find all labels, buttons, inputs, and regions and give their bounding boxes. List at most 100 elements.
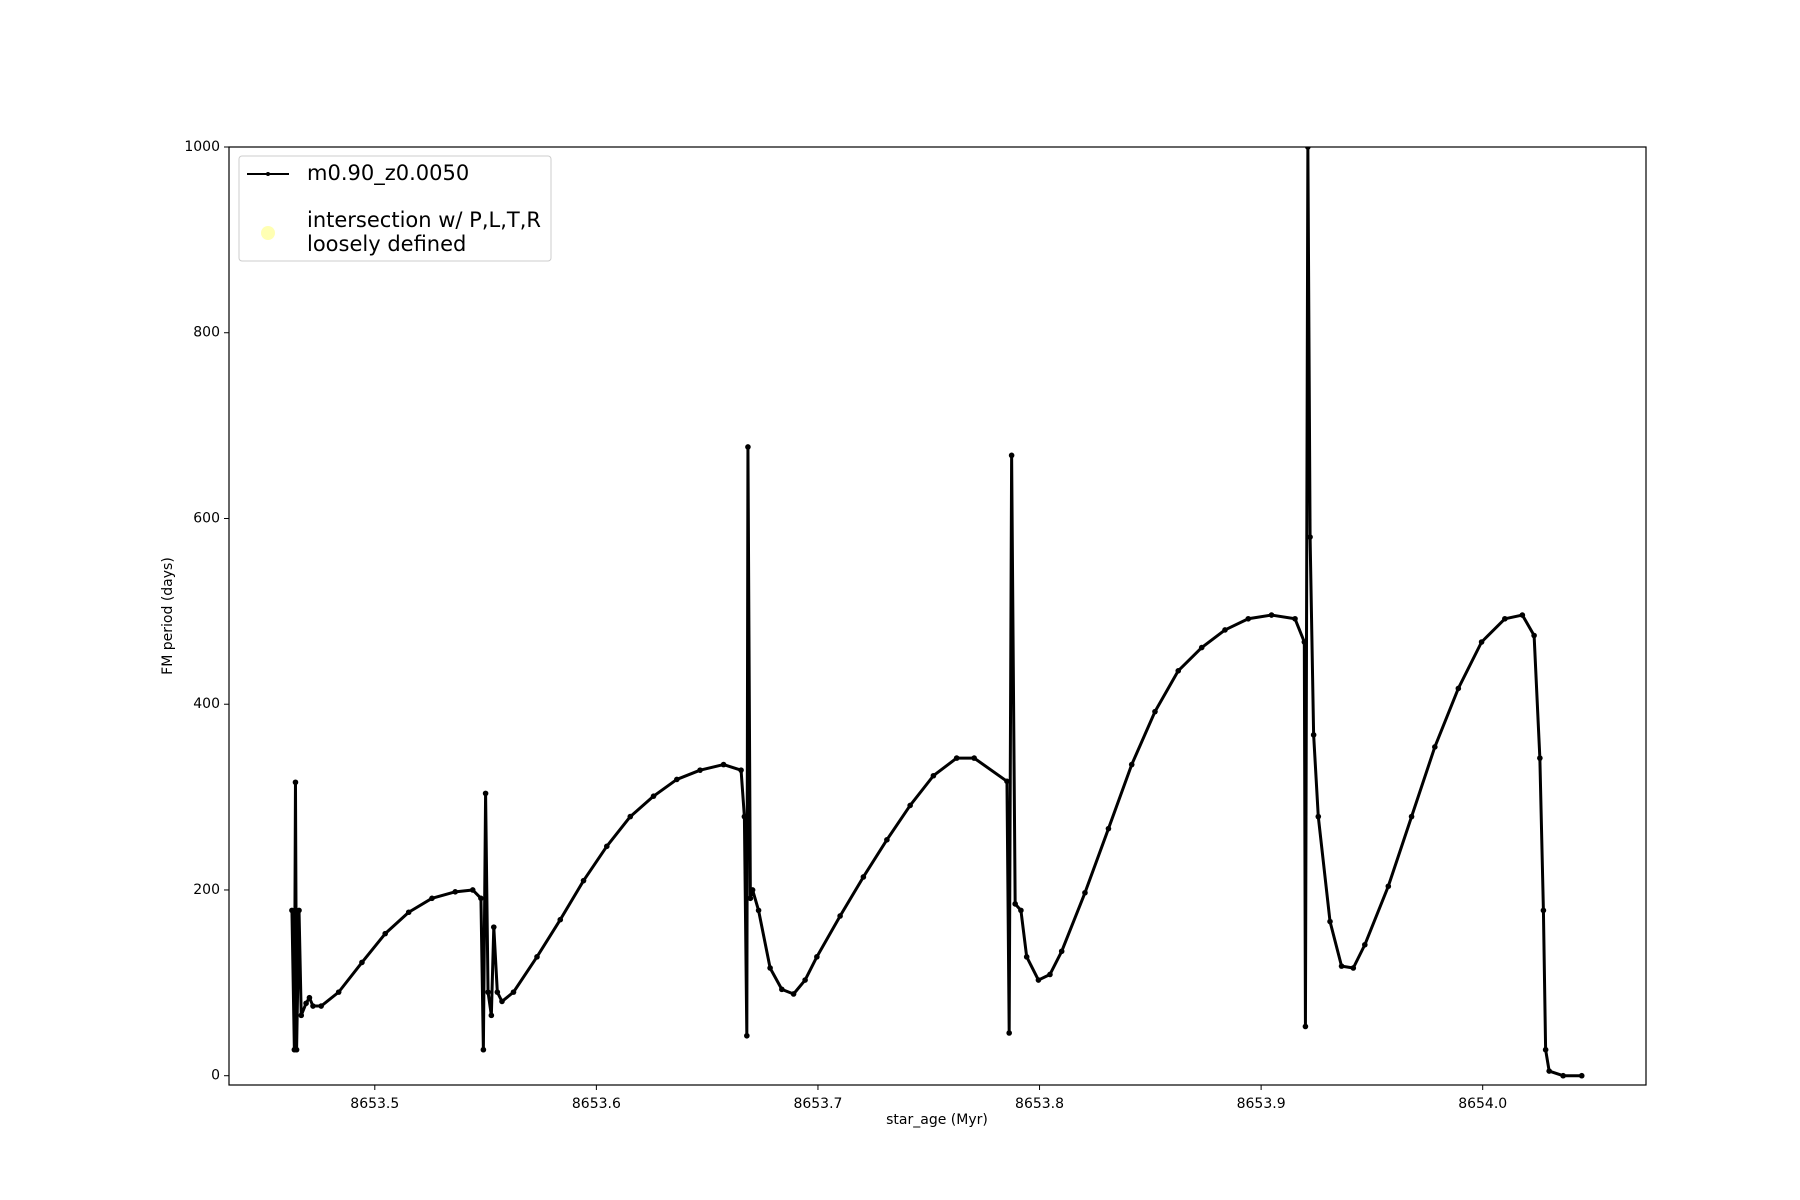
data-point bbox=[306, 994, 313, 1001]
data-point bbox=[1338, 963, 1345, 969]
data-point bbox=[310, 1003, 316, 1009]
data-point bbox=[749, 887, 756, 893]
data-point bbox=[1546, 1068, 1552, 1074]
data-point bbox=[293, 1046, 300, 1053]
data-point bbox=[971, 755, 977, 761]
data-point bbox=[1385, 883, 1392, 890]
data-point bbox=[1560, 1072, 1566, 1079]
data-point bbox=[1531, 632, 1537, 639]
legend-box bbox=[238, 155, 552, 262]
data-point bbox=[382, 930, 389, 937]
data-point bbox=[744, 1032, 750, 1039]
x-tick-label: 8653.7 bbox=[793, 1096, 842, 1112]
y-tick-label: 1000 bbox=[184, 139, 220, 155]
data-point bbox=[1292, 615, 1298, 622]
y-tick-label: 200 bbox=[193, 882, 220, 898]
data-point bbox=[1222, 627, 1228, 633]
data-point bbox=[1540, 907, 1547, 914]
data-point bbox=[1268, 612, 1275, 618]
data-point bbox=[745, 444, 751, 450]
data-point bbox=[303, 1000, 309, 1007]
data-point bbox=[953, 755, 960, 761]
data-point bbox=[469, 887, 476, 893]
data-point bbox=[767, 965, 773, 971]
data-point bbox=[1310, 732, 1317, 738]
data-point bbox=[603, 843, 610, 850]
data-point bbox=[490, 924, 497, 930]
x-tick-label: 8653.9 bbox=[1237, 1096, 1286, 1112]
data-point bbox=[1302, 1023, 1309, 1030]
legend-label: intersection w/ P,L,T,R loosely defined bbox=[307, 208, 541, 256]
data-point bbox=[1478, 639, 1485, 645]
data-point bbox=[930, 772, 937, 779]
data-point bbox=[1315, 813, 1322, 820]
data-point bbox=[790, 991, 797, 997]
data-point bbox=[1408, 813, 1415, 820]
data-point bbox=[1305, 147, 1311, 150]
data-point bbox=[510, 989, 517, 995]
data-point bbox=[292, 779, 299, 786]
x-tick-label: 8653.6 bbox=[572, 1096, 621, 1112]
y-tick-label: 400 bbox=[193, 696, 220, 712]
data-point bbox=[499, 998, 505, 1005]
data-point bbox=[720, 761, 727, 768]
data-point bbox=[1128, 761, 1135, 768]
data-point bbox=[318, 1003, 324, 1009]
data-point bbox=[1502, 615, 1508, 622]
data-point bbox=[697, 767, 703, 773]
data-point bbox=[335, 989, 342, 995]
data-point bbox=[1327, 918, 1333, 925]
data-point bbox=[1047, 971, 1053, 978]
data-point bbox=[296, 907, 302, 914]
data-point bbox=[478, 895, 484, 902]
legend: m0.90_z0.0050 intersection w/ P,L,T,R loos… bbox=[238, 155, 552, 262]
plot-area bbox=[289, 147, 1585, 1079]
data-point bbox=[837, 913, 843, 919]
data-point bbox=[1004, 778, 1010, 785]
data-point bbox=[1362, 941, 1368, 948]
data-point bbox=[627, 813, 634, 820]
data-point bbox=[802, 977, 808, 983]
data-point bbox=[359, 959, 365, 966]
legend-label-line: m0.90_z0.0050 bbox=[307, 161, 469, 186]
data-point bbox=[580, 877, 587, 884]
data-point bbox=[1307, 534, 1313, 540]
data-point bbox=[298, 1012, 305, 1019]
data-point bbox=[1432, 744, 1438, 750]
data-point bbox=[480, 1046, 487, 1053]
data-point bbox=[1058, 948, 1065, 955]
data-point bbox=[1578, 1072, 1585, 1079]
x-tick-label: 8653.5 bbox=[350, 1096, 399, 1112]
legend-label-line: loosely defined bbox=[307, 232, 466, 256]
y-axis-label: FM period (days) bbox=[160, 557, 176, 675]
data-point bbox=[534, 954, 540, 960]
data-point bbox=[1023, 954, 1030, 960]
x-tick-label: 8653.8 bbox=[1015, 1096, 1064, 1112]
data-point bbox=[755, 907, 762, 914]
data-point bbox=[650, 793, 657, 799]
axes-frame bbox=[228, 146, 1647, 1086]
data-point bbox=[779, 986, 785, 993]
data-point bbox=[1350, 965, 1357, 971]
data-point bbox=[1105, 825, 1112, 832]
data-point bbox=[1018, 907, 1024, 914]
data-point bbox=[485, 989, 491, 995]
data-point bbox=[860, 874, 867, 880]
data-point bbox=[405, 909, 412, 916]
data-point bbox=[557, 916, 564, 923]
data-point bbox=[814, 954, 820, 960]
x-tick-label: 8654.0 bbox=[1458, 1096, 1507, 1112]
data-point bbox=[429, 895, 435, 902]
data-point bbox=[1035, 977, 1042, 983]
data-point bbox=[738, 767, 744, 773]
data-point bbox=[907, 802, 913, 809]
legend-marker bbox=[261, 226, 275, 240]
data-point bbox=[1152, 708, 1158, 715]
data-point bbox=[674, 776, 680, 783]
data-point bbox=[1198, 644, 1205, 651]
data-point bbox=[1537, 755, 1543, 761]
data-point bbox=[1082, 889, 1088, 896]
data-point bbox=[494, 989, 501, 995]
data-point bbox=[1006, 1030, 1012, 1036]
